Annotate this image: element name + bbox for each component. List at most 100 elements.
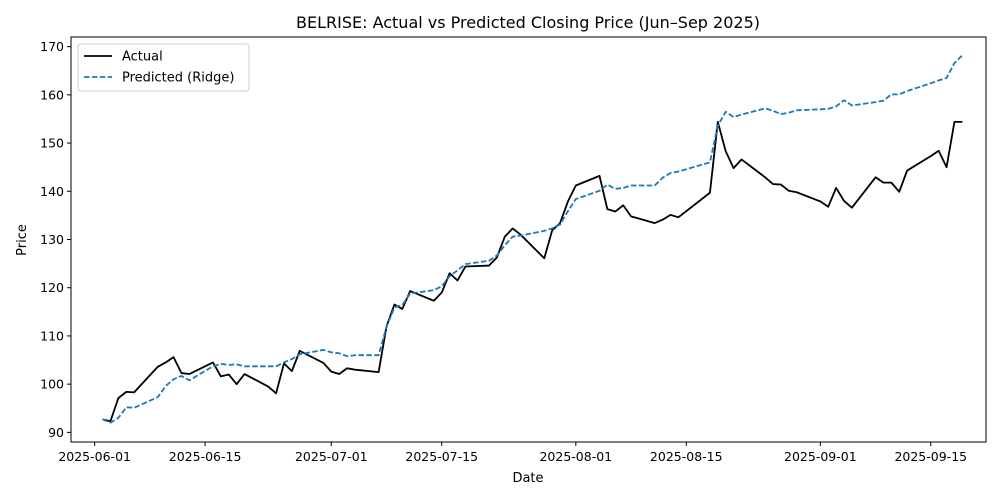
data-point [117,397,119,399]
chart-title: BELRISE: Actual vs Predicted Closing Pri… [296,13,760,32]
data-point [661,177,663,179]
data-point [338,373,340,375]
data-point [937,150,939,152]
data-point [930,82,932,84]
data-point [519,234,521,236]
data-point [512,235,514,237]
data-point [575,198,577,200]
data-point [740,113,742,115]
data-point [433,289,435,291]
data-point [567,210,569,212]
data-point [953,121,955,123]
data-point [488,260,490,262]
x-tick-label: 2025-09-01 [784,449,857,464]
data-point [669,214,671,216]
series-line-actual [102,120,963,423]
data-point [212,365,214,367]
data-point [606,208,608,210]
data-point [456,279,458,281]
data-point [464,263,466,265]
data-point [890,93,892,95]
data-point [322,362,324,364]
data-point [717,121,719,123]
data-point [433,300,435,302]
data-point [882,181,884,183]
data-point [614,210,616,212]
legend: Actual Predicted (Ridge) [77,43,250,92]
data-point [772,183,774,185]
y-axis-label: Price [15,224,30,256]
data-point [322,349,324,351]
data-point [843,99,845,101]
data-point [401,308,403,310]
data-point [441,291,443,293]
y-tick-label: 90 [48,425,64,440]
data-point [330,351,332,353]
data-point [930,155,932,157]
data-point [654,222,656,224]
y-tick-label: 130 [40,232,64,247]
data-point [882,99,884,101]
data-point [109,422,111,424]
data-point [441,285,443,287]
data-point [409,292,411,294]
y-tick-label: 170 [40,39,64,54]
data-point [496,254,498,256]
data-point [299,350,301,352]
data-point [575,184,577,186]
data-point [157,366,159,368]
data-point [188,379,190,381]
data-point [795,191,797,193]
data-point [125,391,127,393]
data-point [180,375,182,377]
data-point [874,176,876,178]
data-point [567,200,569,202]
data-point [228,373,230,375]
data-point [488,264,490,266]
data-point [890,181,892,183]
legend-label-actual: Actual [122,50,163,65]
data-point [598,175,600,177]
data-point [764,176,766,178]
data-point [788,190,790,192]
data-point [630,184,632,186]
data-point [559,223,561,225]
y-tick-label: 120 [40,280,64,295]
data-point [180,372,182,374]
x-axis-label: Date [512,471,543,486]
data-point [101,418,103,420]
data-point [780,183,782,185]
data-point [267,365,269,367]
data-point [827,206,829,208]
data-point [795,109,797,111]
data-point [709,161,711,163]
data-point [725,150,727,152]
data-point [228,364,230,366]
data-point [330,370,332,372]
data-point [669,172,671,174]
data-point [393,303,395,305]
data-point [243,373,245,375]
data-point [551,227,553,229]
data-point [764,107,766,109]
data-point [291,358,293,360]
data-point [788,112,790,114]
data-point [851,104,853,106]
data-point [133,407,135,409]
data-point [717,125,719,127]
x-axis: 2025-06-01 2025-06-15 2025-07-01 2025-07-15… [58,442,967,464]
data-point [677,170,679,172]
data-point [377,354,379,356]
data-point [401,304,403,306]
data-point [709,192,711,194]
data-point [543,257,545,259]
x-tick-label: 2025-08-15 [650,449,723,464]
data-point [677,216,679,218]
data-point [235,383,237,385]
data-point [819,108,821,110]
data-point [504,235,506,237]
data-point [622,187,624,189]
x-tick-label: 2025-06-01 [58,449,131,464]
legend-label-predicted-ridge: Predicted (Ridge) [122,71,234,86]
data-point [654,184,656,186]
